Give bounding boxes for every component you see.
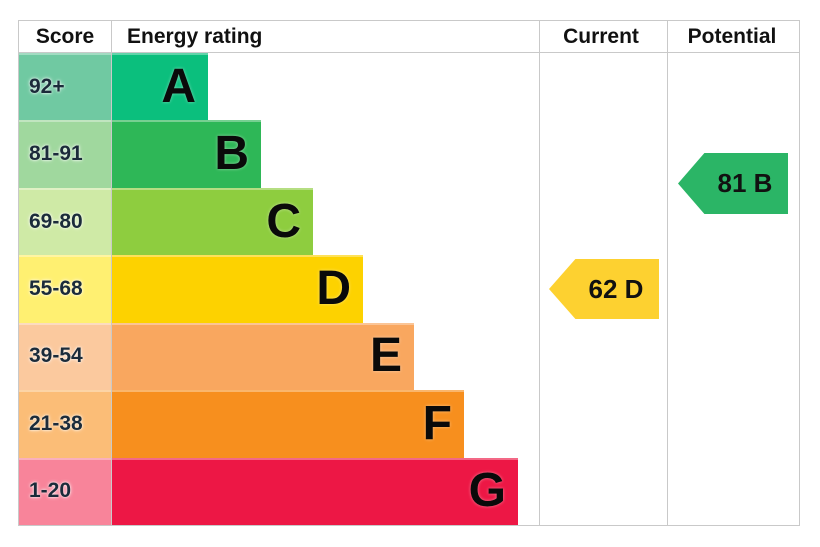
- rating-row-f: 21-38 F: [19, 390, 799, 458]
- score-cell-e: 39-54: [19, 322, 111, 391]
- band-letter: C: [266, 194, 301, 248]
- header-score: Score: [35, 24, 95, 48]
- score-range-label: 21-38: [29, 411, 83, 435]
- energy-band-d: D: [111, 255, 363, 323]
- current-rating-label: 62 D: [588, 273, 644, 304]
- column-divider: [539, 21, 540, 525]
- rating-row-c: 69-80 C: [19, 187, 799, 256]
- energy-band-e: E: [111, 322, 414, 391]
- rating-row-b: 81-91 B: [19, 120, 799, 188]
- band-letter: A: [161, 59, 196, 113]
- energy-band-a: A: [111, 53, 208, 121]
- rating-row-g: 1-20 G: [19, 457, 799, 525]
- score-cell-b: 81-91: [19, 120, 111, 188]
- header-current: Current: [563, 24, 639, 48]
- potential-rating-label: 81 B: [717, 168, 773, 198]
- header-energy-rating: Energy rating: [127, 24, 263, 48]
- score-cell-c: 69-80: [19, 187, 111, 256]
- score-range-label: 55-68: [29, 276, 83, 300]
- rating-row-e: 39-54 E: [19, 322, 799, 391]
- current-rating-arrow: 62 D: [549, 259, 659, 319]
- band-letter: G: [468, 464, 506, 518]
- rating-row-d: 55-68 D: [19, 255, 799, 323]
- score-range-label: 92+: [29, 74, 65, 98]
- energy-band-f: F: [111, 390, 464, 458]
- score-range-label: 1-20: [29, 479, 72, 503]
- band-letter: E: [369, 329, 402, 383]
- score-cell-a: 92+: [19, 53, 111, 121]
- table-header: Score Energy rating Current Potential: [19, 21, 799, 53]
- column-divider: [111, 21, 112, 525]
- rating-bands: 92+ A 81-91 B 69-80 C: [19, 53, 799, 525]
- band-letter: B: [214, 127, 249, 181]
- epc-table: Score Energy rating Current Potential 92…: [18, 20, 800, 526]
- score-range-label: 69-80: [29, 209, 83, 233]
- energy-band-c: C: [111, 187, 313, 256]
- score-range-label: 81-91: [29, 142, 83, 166]
- score-cell-d: 55-68: [19, 255, 111, 323]
- potential-rating-arrow: 81 B: [678, 153, 788, 214]
- score-range-label: 39-54: [29, 344, 83, 368]
- rating-row-a: 92+ A: [19, 53, 799, 121]
- header-potential: Potential: [687, 24, 777, 48]
- score-cell-g: 1-20: [19, 457, 111, 525]
- energy-band-b: B: [111, 120, 261, 188]
- score-cell-f: 21-38: [19, 390, 111, 458]
- column-divider: [667, 21, 668, 525]
- energy-band-g: G: [111, 457, 518, 525]
- band-letter: D: [316, 261, 351, 315]
- band-letter: F: [422, 396, 452, 450]
